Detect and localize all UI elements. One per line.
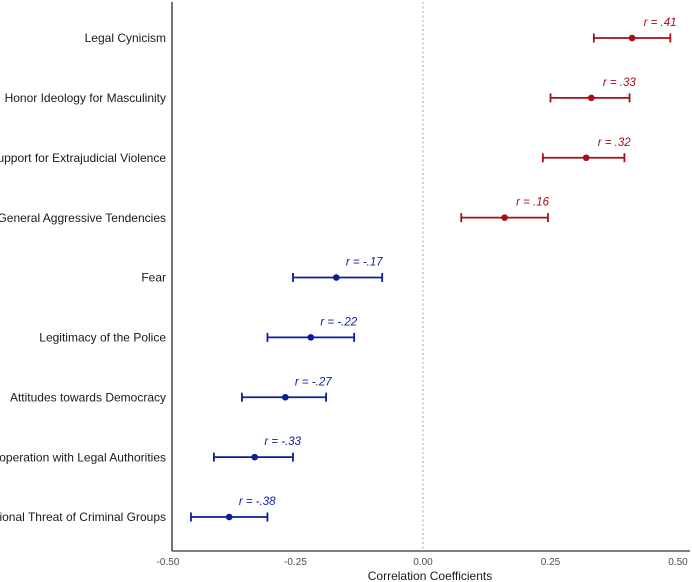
tick-labels-layer: -0.50 -0.25 0.00 0.25 0.50 <box>157 557 689 568</box>
y-category-label: National Threat of Criminal Groups <box>0 510 166 524</box>
x-tick-label: 0.00 <box>413 557 433 568</box>
r-annotation-label: r = -.33 <box>264 436 301 448</box>
y-category-label: Attitudes towards Democracy <box>10 390 166 404</box>
y-category-label: Cooperation with Legal Authorities <box>0 450 166 464</box>
x-tick-label: -0.25 <box>284 557 307 568</box>
y-category-label: Legitimacy of the Police <box>39 331 166 345</box>
r-annotation-label: r = -.22 <box>320 316 357 328</box>
category-labels-layer: Legal Cynicism Honor Ideology for Masculi… <box>0 31 166 524</box>
axes-layer <box>171 2 690 552</box>
y-category-label: General Aggressive Tendencies <box>0 211 166 225</box>
r-annotation-label: r = .33 <box>603 77 637 89</box>
y-category-label: Fear <box>141 271 166 285</box>
point-estimate <box>307 334 315 341</box>
r-annotation-label: r = .32 <box>598 137 632 149</box>
point-estimate <box>582 154 590 162</box>
point-estimate <box>501 214 508 221</box>
x-axis-title: Correlation Coefficients <box>368 569 493 582</box>
r-annotation-label: r = .41 <box>644 17 677 29</box>
point-estimate <box>333 274 340 281</box>
point-estimate <box>588 94 595 102</box>
marks-layer: r = .41 r = .33 r = .32 r = .16 r = -.17 r = … <box>190 17 677 522</box>
x-tick-label: 0.25 <box>541 557 561 568</box>
point-estimate <box>628 34 636 42</box>
r-annotation-label: r = .16 <box>516 197 550 209</box>
y-category-label: Support for Extrajudicial Violence <box>0 151 166 165</box>
x-tick-label: -0.50 <box>157 557 180 568</box>
r-annotation-label: r = -.17 <box>346 257 383 269</box>
r-annotation-label: r = -.27 <box>295 376 332 388</box>
r-annotation-label: r = -.38 <box>239 496 276 508</box>
point-estimate <box>225 513 233 521</box>
point-estimate <box>282 393 289 401</box>
y-category-label: Honor Ideology for Masculinity <box>5 91 166 105</box>
x-tick-label: 0.50 <box>668 557 688 568</box>
y-category-label: Legal Cynicism <box>85 31 166 45</box>
point-estimate <box>251 453 258 461</box>
